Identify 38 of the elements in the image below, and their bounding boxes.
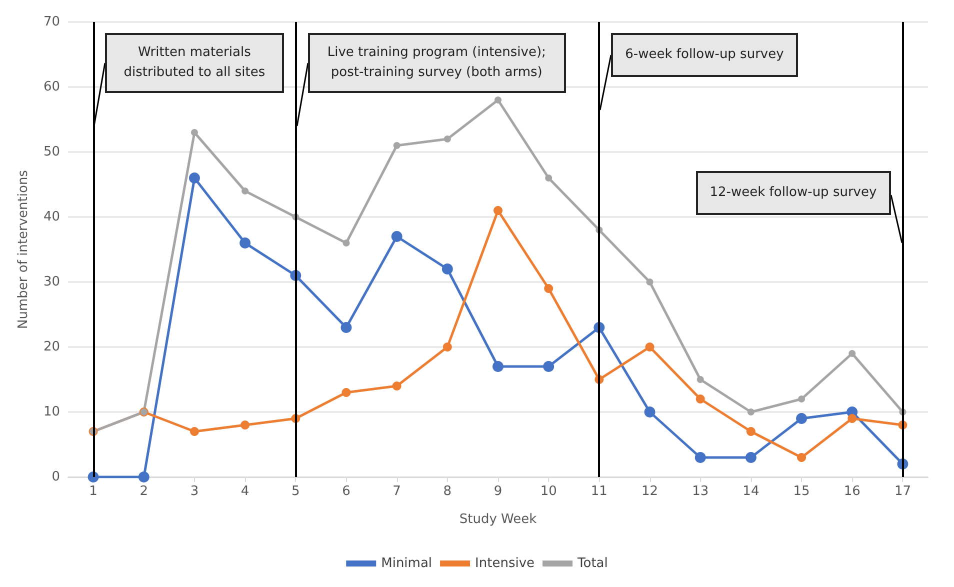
- x-tick-label: 11: [590, 484, 608, 499]
- y-tick-label: 70: [43, 14, 60, 30]
- x-tick-label: 1: [89, 484, 98, 499]
- x-tick-label: 3: [190, 484, 199, 499]
- x-tick-label: 2: [140, 484, 148, 499]
- callout: Live training program (intensive); post-training survey (both arms): [294, 33, 566, 127]
- ref-line-label: 6-week follow-up survey: [625, 46, 784, 64]
- x-tick-label: 5: [292, 484, 300, 499]
- ref-line-label: Written materials distributed to all sites: [122, 44, 266, 82]
- callout: Written materials distributed to all sites: [92, 33, 284, 127]
- x-axis-title: Study Week: [459, 512, 538, 527]
- x-tick-label: 17: [894, 484, 911, 499]
- x-tick-label: 10: [540, 484, 557, 499]
- y-tick-label: 0: [52, 470, 60, 484]
- y-tick-label: 30: [43, 274, 60, 290]
- x-tick-label: 16: [844, 484, 860, 499]
- x-tick-label: 6: [342, 484, 350, 499]
- x-tick-label: 7: [392, 484, 401, 499]
- legend-label: Intensive: [475, 556, 535, 571]
- x-tick-label: 4: [240, 484, 250, 499]
- x-tick-label: 12: [641, 484, 658, 499]
- x-tick-label: 14: [742, 484, 760, 499]
- y-tick-label: 10: [43, 404, 60, 420]
- y-tick-label: 60: [43, 80, 60, 94]
- x-tick-label: 15: [793, 484, 810, 499]
- x-tick-label: 8: [443, 484, 452, 499]
- y-tick-label: 40: [43, 210, 60, 224]
- callout: 6-week follow-up survey: [598, 33, 798, 111]
- x-tick-label: 13: [692, 484, 709, 499]
- ref-line-label: Live training program (intensive); post-training survey (both arms): [326, 44, 547, 82]
- ref-line-label: 12-week follow-up survey: [710, 184, 877, 202]
- legend-label: Minimal: [381, 556, 432, 571]
- y-axis-title: Number of interventions: [16, 170, 31, 329]
- callout: 12-week follow-up survey: [696, 171, 904, 244]
- y-tick-label: 20: [43, 340, 60, 354]
- x-tick-label: 9: [494, 484, 502, 499]
- legend-label: Total: [576, 556, 608, 571]
- y-tick-label: 50: [43, 144, 60, 160]
